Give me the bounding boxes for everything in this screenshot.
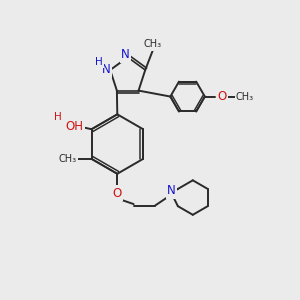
Text: CH₃: CH₃ <box>58 154 76 164</box>
Text: N: N <box>121 48 130 62</box>
Text: H: H <box>95 57 103 67</box>
Text: N: N <box>167 184 176 197</box>
Text: CH₃: CH₃ <box>236 92 254 101</box>
Text: O: O <box>217 90 226 103</box>
Text: H: H <box>54 112 61 122</box>
Text: OH: OH <box>66 120 84 133</box>
Text: N: N <box>102 64 111 76</box>
Text: CH₃: CH₃ <box>144 39 162 49</box>
Text: O: O <box>113 187 122 200</box>
